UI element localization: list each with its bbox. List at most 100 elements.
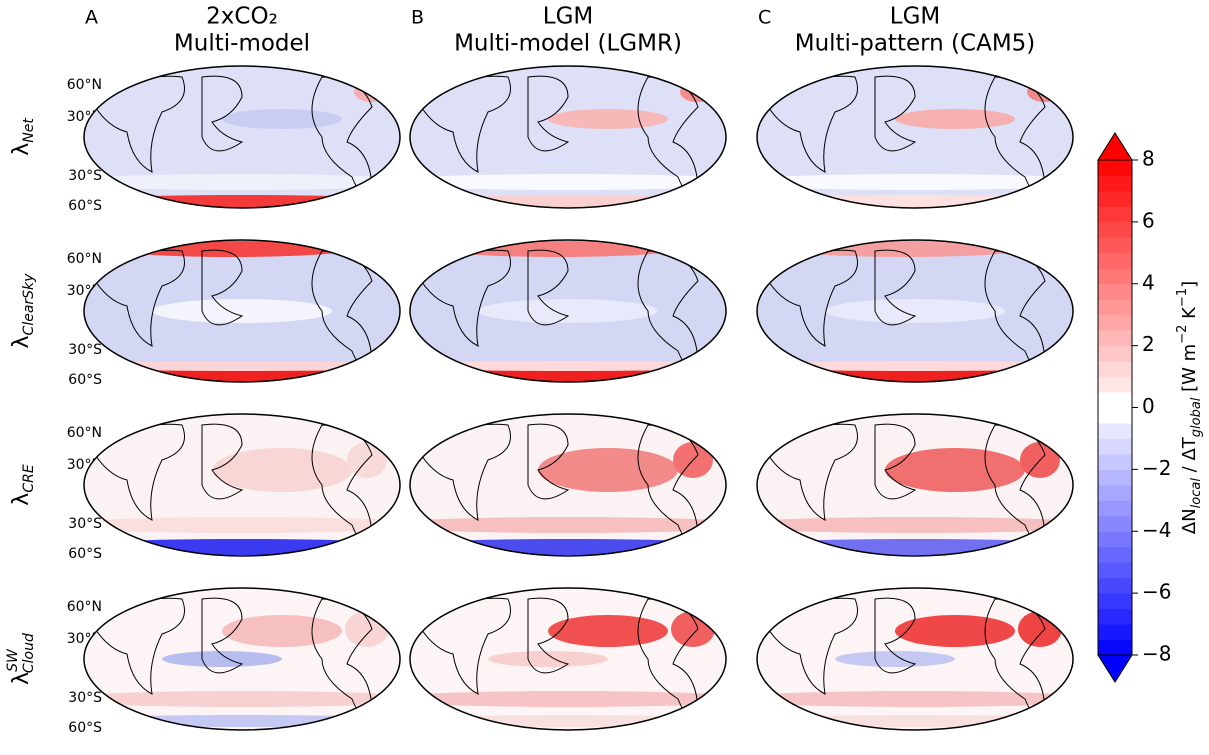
- map-field: [825, 299, 1005, 323]
- colorbar-level: [1098, 438, 1132, 455]
- map-field: [410, 174, 726, 190]
- text-part: CRE: [21, 464, 37, 493]
- latitude-label: 60°S: [68, 546, 102, 562]
- row-label: λCRE: [9, 464, 37, 506]
- map-panel: [84, 588, 400, 730]
- map-field: [757, 691, 1073, 707]
- colorbar-level: [1098, 624, 1132, 641]
- map-field: [84, 715, 400, 727]
- latitude-label: 60°S: [68, 198, 102, 214]
- map-border: [83, 239, 401, 383]
- map-border: [756, 587, 1074, 731]
- colorbar-tick-label: −2: [1142, 456, 1171, 480]
- latitude-label: 30°S: [68, 342, 102, 358]
- coastline: [201, 75, 244, 152]
- latitude-label: 60°N: [67, 425, 102, 441]
- text-part: λ: [9, 143, 34, 156]
- colorbar-level: [1098, 515, 1132, 532]
- colorbar-level: [1098, 453, 1132, 470]
- text-part: Net: [21, 118, 37, 143]
- colorbar-level: [1098, 422, 1132, 439]
- map-ocean: [410, 66, 726, 208]
- map-field: [410, 195, 726, 208]
- coastline: [527, 249, 570, 326]
- map-ocean: [757, 66, 1073, 208]
- colorbar-extend-max: [1097, 132, 1133, 161]
- map-field: [538, 448, 678, 492]
- colorbar-tick-label: −6: [1142, 580, 1171, 604]
- latitude-label: 30°S: [68, 168, 102, 184]
- map-field: [84, 691, 400, 707]
- text-part: global: [1189, 397, 1204, 437]
- colorbar-tick-label: 8: [1142, 147, 1155, 171]
- colorbar-level: [1098, 484, 1132, 501]
- latitude-label: 60°N: [67, 251, 102, 267]
- panel-letter: C: [758, 7, 771, 29]
- colorbar-level: [1098, 361, 1132, 378]
- row-label: λClearSky: [9, 273, 37, 349]
- map-field: [895, 109, 1015, 129]
- colorbar-level: [1098, 577, 1132, 594]
- column-title: Multi-model (LGMR): [454, 31, 682, 57]
- latitude-label: 60°S: [68, 372, 102, 388]
- map-panel: [410, 240, 726, 382]
- row-label: λSWCloud: [5, 633, 37, 685]
- coastline: [201, 597, 244, 674]
- colorbar-level: [1098, 639, 1132, 656]
- map-border: [409, 587, 727, 731]
- text-part: ]: [1179, 281, 1200, 288]
- map-border: [83, 587, 401, 731]
- map-border: [409, 65, 727, 209]
- text-part: SW: [5, 648, 21, 672]
- text-part: Cloud: [21, 633, 37, 673]
- text-part: λ: [9, 493, 34, 506]
- latitude-label: 30°S: [68, 690, 102, 706]
- colorbar-level: [1098, 593, 1132, 610]
- text-part: local: [1189, 478, 1204, 509]
- map-field: [84, 361, 400, 371]
- colorbar-level: [1098, 546, 1132, 563]
- colorbar-level: [1098, 531, 1132, 548]
- map-field: [410, 517, 726, 533]
- colorbar-level: [1098, 283, 1132, 300]
- map-field: [410, 361, 726, 371]
- map-field: [757, 517, 1073, 533]
- text-part: λ: [9, 672, 34, 685]
- map-field: [1027, 82, 1063, 102]
- colorbar-level: [1098, 299, 1132, 316]
- map-border: [756, 65, 1074, 209]
- map-panel: [410, 588, 726, 730]
- map-field: [478, 299, 658, 323]
- colorbar-level: [1098, 175, 1132, 192]
- map-field: [757, 361, 1073, 371]
- coastline: [527, 597, 570, 674]
- map-border: [409, 239, 727, 383]
- map-field: [162, 651, 282, 667]
- colorbar-level: [1098, 221, 1132, 238]
- colorbar-level: [1098, 268, 1132, 285]
- map-field: [354, 82, 390, 102]
- latitude-label: 60°N: [67, 599, 102, 615]
- map-panel: [757, 66, 1073, 208]
- column-title: LGM: [543, 4, 593, 30]
- map-field: [757, 195, 1073, 208]
- map-panel: [84, 240, 400, 382]
- map-field: [84, 517, 400, 533]
- colorbar-level: [1098, 500, 1132, 517]
- map-panel: [410, 414, 726, 556]
- row-label: λNet: [9, 118, 37, 156]
- coastline: [874, 249, 917, 326]
- colorbar-level: [1098, 562, 1132, 579]
- colorbar-level: [1098, 237, 1132, 254]
- map-border: [83, 413, 401, 557]
- colorbar-level: [1098, 160, 1132, 176]
- map-field: [410, 369, 726, 382]
- coastline: [201, 249, 244, 326]
- map-field: [548, 109, 668, 129]
- map-field: [84, 195, 400, 208]
- latitude-label: 30°S: [68, 516, 102, 532]
- coastline: [527, 423, 570, 500]
- colorbar-level: [1098, 407, 1132, 424]
- latitude-label: 60°N: [67, 77, 102, 93]
- map-field: [410, 715, 726, 727]
